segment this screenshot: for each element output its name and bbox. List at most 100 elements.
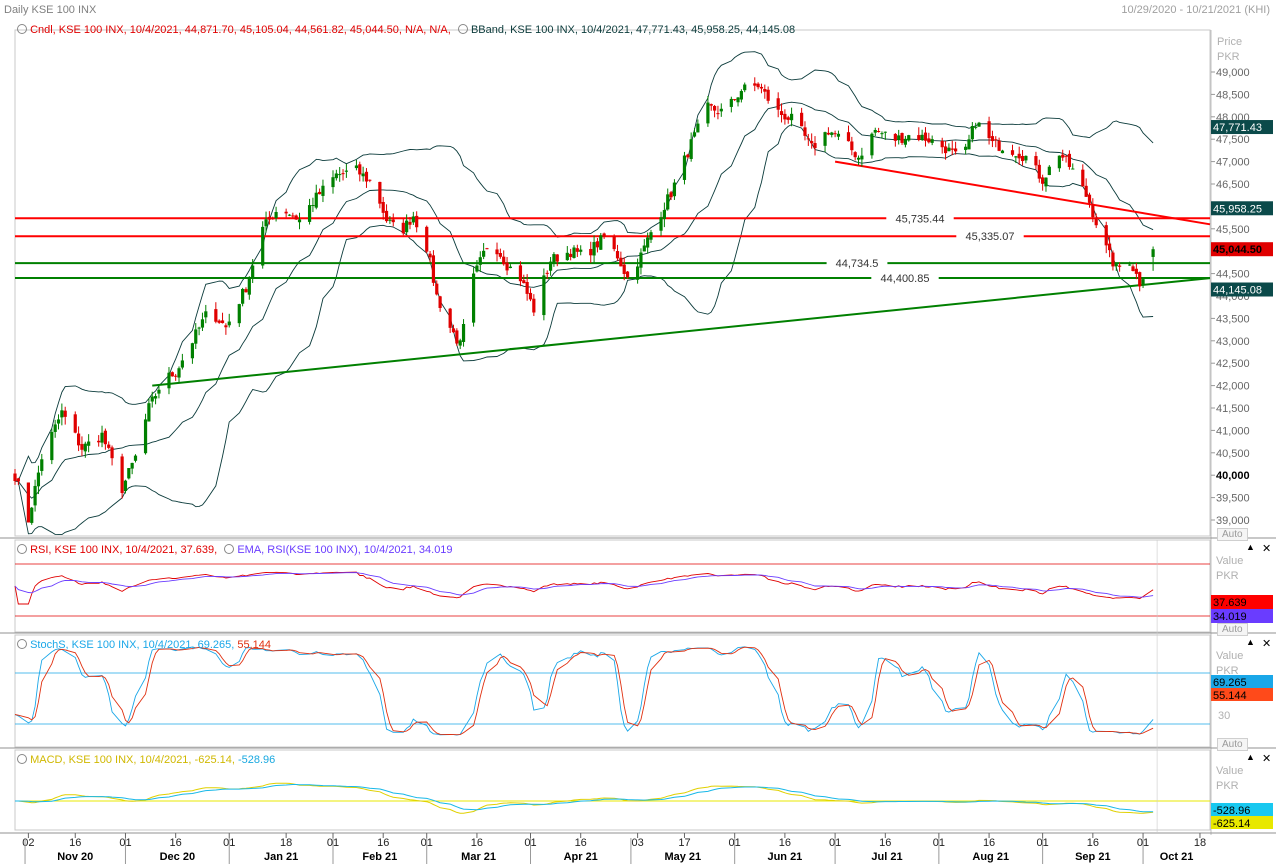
price-axis-unit: PKR (1217, 51, 1240, 63)
stoch-collapse-icon[interactable]: ▲ (1246, 637, 1255, 647)
stoch-k-line (14, 646, 1154, 736)
price-tick-label: 40,500 (1216, 448, 1250, 460)
level-label-bg (956, 229, 1024, 243)
time-tick-label: 16 (983, 837, 995, 849)
candle-body (73, 414, 77, 433)
candle-body (612, 236, 616, 250)
candle-body (649, 232, 653, 240)
pane-frame-0 (14, 29, 1211, 537)
candle-body (247, 276, 251, 295)
candle-body (636, 266, 640, 280)
legend-dot-icon (224, 544, 235, 554)
price-tag-text: 45,958.25 (1213, 203, 1262, 215)
candle-body (331, 177, 335, 188)
price-axis-title: Price (1217, 36, 1243, 48)
candle-body (294, 215, 298, 220)
candle-body (930, 139, 934, 143)
candle-body (130, 462, 134, 469)
rsi-collapse-icon[interactable]: ▲ (1246, 542, 1255, 552)
stoch-axis-title: Value (1216, 650, 1244, 662)
candle-body (431, 255, 436, 283)
candle-body (361, 173, 365, 177)
candle-body (261, 226, 265, 266)
candle-body (220, 320, 225, 324)
stoch-close-icon[interactable]: ✕ (1262, 638, 1272, 650)
candle-body (204, 311, 208, 318)
candle-body (565, 252, 569, 261)
price-auto-button[interactable]: Auto (1217, 528, 1248, 541)
legend-dot-icon (17, 24, 27, 34)
candle-body (103, 430, 107, 445)
price-tag-text: 45,044.50 (1213, 244, 1262, 256)
rsi-auto-button[interactable]: Auto (1217, 623, 1248, 636)
stoch-tag-bg (1211, 675, 1273, 688)
candle-body (448, 308, 452, 328)
candle-body (759, 86, 764, 89)
candle-body (297, 219, 302, 223)
candle-body (334, 173, 338, 179)
rsi-close-icon[interactable]: ✕ (1262, 543, 1272, 555)
candle-body (56, 419, 61, 424)
macd-close-icon[interactable]: ✕ (1262, 753, 1272, 765)
candle-body (900, 133, 904, 143)
candle-body (1091, 205, 1095, 218)
candle-body (1118, 265, 1122, 267)
candle-body (545, 272, 549, 274)
candle-body (502, 256, 506, 265)
candle-body (997, 140, 1001, 151)
macd-value-text: -625.14, (194, 754, 235, 766)
candle-body (940, 141, 944, 148)
candle-body (368, 179, 372, 181)
candle-body (518, 265, 523, 282)
month-label: Dec 20 (160, 851, 195, 863)
candle-body (1010, 150, 1015, 155)
candle-body (30, 507, 34, 523)
candle-body (13, 473, 17, 482)
stoch-auto-button[interactable]: Auto (1217, 738, 1248, 751)
candle-body (321, 185, 325, 196)
candle-body (197, 327, 201, 329)
candle-body (1020, 155, 1025, 162)
candle-body (381, 201, 385, 213)
level-label: 44,400.85 (881, 273, 930, 285)
signal-line (15, 784, 1154, 813)
candle-body (836, 133, 841, 137)
candle-body (251, 265, 255, 278)
candle-body (508, 266, 513, 269)
candle-body (927, 138, 931, 143)
month-label: Feb 21 (362, 851, 397, 863)
candle-body (572, 247, 576, 258)
candle-body (471, 273, 476, 323)
candle-body (358, 164, 362, 175)
candle-body (994, 139, 998, 141)
candle-body (1057, 155, 1061, 169)
candle-body (619, 257, 623, 267)
candle-body (33, 485, 37, 506)
candle-body (214, 309, 218, 322)
candle-legend: Cndl, KSE 100 INX, 10/4/2021, 44,871.70,… (17, 24, 795, 36)
month-label: Jul 21 (871, 851, 902, 863)
candle-body (779, 111, 784, 116)
candle-body (1111, 252, 1115, 267)
price-tick-label: 45,500 (1216, 224, 1250, 236)
bollinger-lower-line (14, 124, 1154, 536)
candle-body (789, 113, 794, 121)
rsi-axis-title: Value (1216, 555, 1244, 567)
candle-body (50, 431, 54, 461)
price-tick-label: 40,000 (1216, 470, 1250, 482)
candle-body (1064, 155, 1068, 157)
macd-collapse-icon[interactable]: ▲ (1246, 752, 1255, 762)
stoch-legend: StochS, KSE 100 INX, 10/4/2021, 69.265, … (17, 639, 271, 651)
candle-body (569, 253, 573, 257)
header-bar (0, 0, 1276, 20)
month-label: Jun 21 (767, 851, 802, 863)
macd-tag-text: -528.96 (1213, 805, 1250, 817)
candle-body (485, 248, 489, 250)
candle-body (127, 468, 131, 479)
legend-dot-icon (17, 754, 27, 764)
time-tick-label: 16 (377, 837, 389, 849)
candle-body (923, 132, 928, 141)
price-tick-label: 49,000 (1216, 67, 1250, 79)
price-tick-label: 41,000 (1216, 425, 1250, 437)
